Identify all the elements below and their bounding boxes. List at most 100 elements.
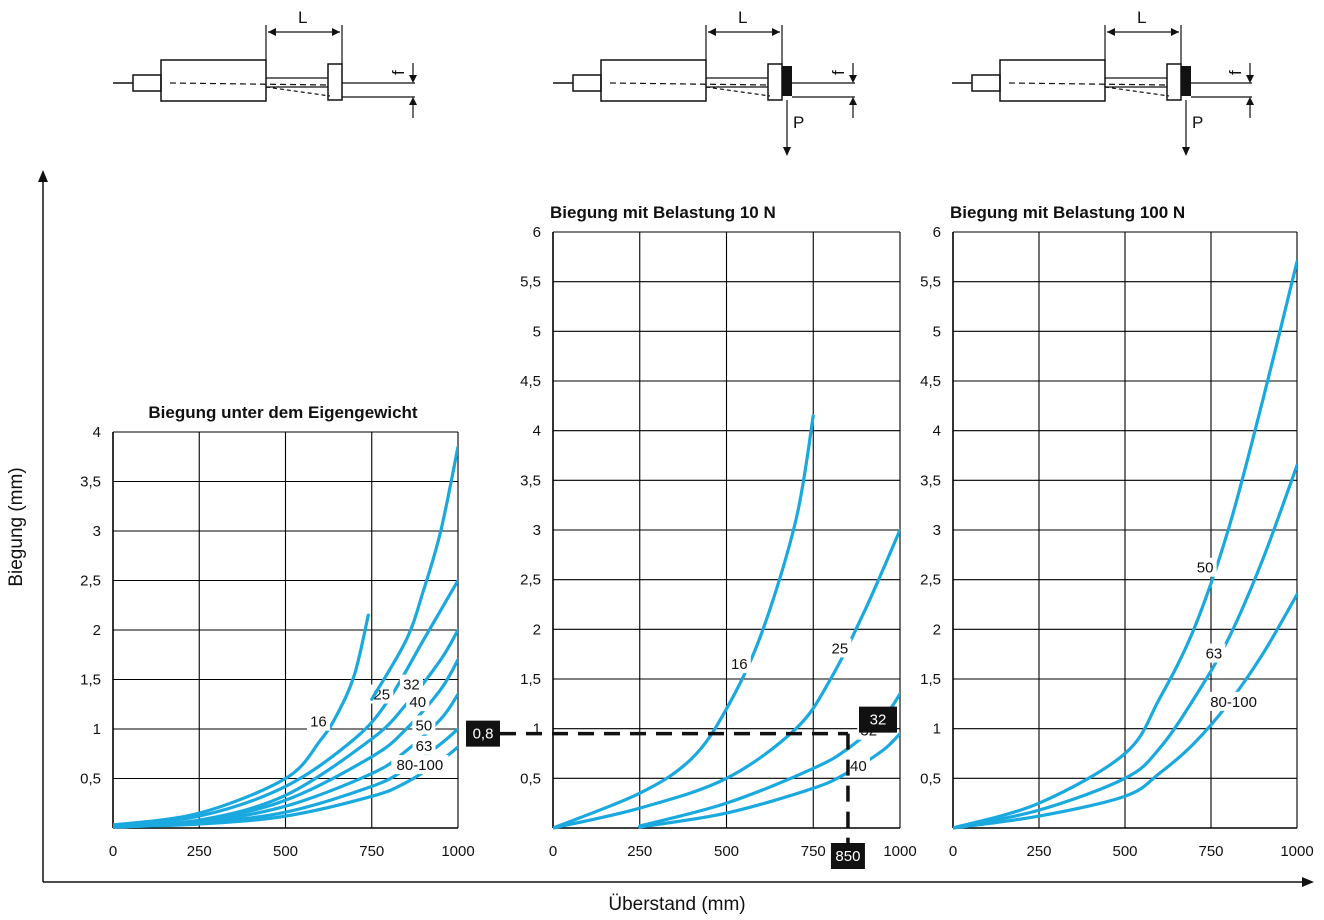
chart-load-10n: Biegung mit Belastung 10 N 0 250 500 750 1000…: [520, 203, 917, 860]
series-label-background: [399, 674, 423, 694]
series-label-background: [391, 755, 449, 775]
y-tick-label: 3: [933, 522, 941, 539]
y-tick-label: 6: [933, 224, 941, 241]
series-line-25: [553, 528, 900, 830]
x-tick-label: 500: [714, 843, 739, 860]
y-tick-label: 1,5: [80, 672, 101, 689]
diagram-load-100n: L f P: [952, 8, 1254, 156]
diagram-2-load-label: P: [793, 113, 804, 132]
x-tick-label: 1000: [441, 843, 474, 860]
series-label-background: [406, 692, 430, 712]
example-x-value-box: [830, 843, 865, 869]
series-label-background: [727, 654, 751, 674]
series-line-25: [113, 578, 458, 827]
x-tick-label: 1000: [1280, 843, 1313, 860]
series-label: 40: [850, 758, 867, 775]
series-line-16: [113, 613, 370, 827]
example-series-label: 32: [870, 712, 887, 729]
y-tick-label: 4: [533, 423, 541, 440]
y-tick-label: 2: [93, 622, 101, 639]
y-tick-label: 1: [933, 721, 941, 738]
series-label: 25: [832, 640, 849, 657]
y-tick-label: 0,5: [520, 770, 541, 787]
series-label: 16: [310, 714, 327, 731]
series-label-background: [846, 755, 870, 775]
y-tick-label: 2: [533, 621, 541, 638]
y-tick-label: 3,5: [80, 474, 101, 491]
diagram-2-length-label: L: [738, 8, 747, 27]
y-tick-label: 4,5: [920, 373, 941, 390]
y-tick-label: 3: [533, 522, 541, 539]
y-tick-label: 3,5: [920, 472, 941, 489]
example-y-value: 0,8: [473, 726, 494, 743]
y-tick-label: 0,5: [920, 770, 941, 787]
series-line-50: [953, 260, 1297, 830]
y-tick-label: 5: [933, 323, 941, 340]
x-tick-label: 750: [359, 843, 384, 860]
series-label-background: [1193, 557, 1217, 577]
series-line-63: [953, 463, 1297, 830]
y-tick-label: 2: [933, 621, 941, 638]
x-tick-label: 750: [801, 843, 826, 860]
y-tick-label: 5,5: [920, 274, 941, 291]
series-label: 80-100: [396, 757, 443, 774]
example-reading: 0,8 32 850: [466, 706, 897, 869]
series-label-background: [306, 711, 330, 731]
series-line-unlabeled: [370, 445, 458, 701]
series-label-background: [1205, 691, 1263, 711]
series-label-background: [412, 735, 436, 755]
diagram-2-deflection-label: f: [829, 70, 848, 75]
series-line-16: [553, 414, 815, 830]
x-tick-label: 0: [549, 843, 557, 860]
y-tick-label: 4: [93, 424, 101, 441]
series-label: 63: [1206, 646, 1223, 663]
diagram-load-10n: L f P: [553, 8, 857, 156]
x-axis-label: Überstand (mm): [608, 894, 745, 915]
x-tick-label: 500: [1112, 843, 1137, 860]
diagram-3-deflection-label: f: [1226, 70, 1245, 75]
y-tick-label: 5,5: [520, 274, 541, 291]
example-x-value: 850: [835, 848, 860, 865]
y-tick-label: 3,5: [520, 472, 541, 489]
y-axis-label: Biegung (mm): [6, 467, 27, 586]
diagram-self-weight: L f: [113, 8, 417, 118]
series-label: 50: [1197, 560, 1214, 577]
y-tick-label: 1: [533, 721, 541, 738]
x-tick-label: 250: [627, 843, 652, 860]
series-label: 40: [409, 694, 426, 711]
series-label: 63: [416, 738, 433, 755]
y-tick-label: 5: [533, 323, 541, 340]
series-label: 50: [416, 717, 433, 734]
example-series-box: [859, 706, 897, 733]
series-label-background: [1202, 643, 1226, 663]
x-tick-label: 250: [1026, 843, 1051, 860]
y-tick-label: 1,5: [920, 671, 941, 688]
x-tick-label: 250: [187, 843, 212, 860]
diagram-3-length-label: L: [1137, 8, 1146, 27]
series-label-background: [412, 715, 436, 735]
series-label: 16: [731, 656, 748, 673]
y-tick-label: 1: [93, 721, 101, 738]
series-label-background: [828, 638, 852, 658]
series-line-80-100: [953, 592, 1297, 830]
x-tick-label: 1000: [883, 843, 916, 860]
series-label: 80-100: [1210, 694, 1257, 711]
diagram-3-load-label: P: [1192, 113, 1203, 132]
y-tick-label: 2,5: [920, 572, 941, 589]
x-tick-label: 0: [949, 843, 957, 860]
y-tick-label: 0,5: [80, 771, 101, 788]
y-tick-label: 6: [533, 224, 541, 241]
series-line-40: [638, 732, 900, 829]
y-tick-label: 4,5: [520, 373, 541, 390]
diagram-1-length-label: L: [298, 8, 307, 27]
series-label: 32: [403, 677, 420, 694]
x-tick-label: 750: [1198, 843, 1223, 860]
x-tick-label: 500: [273, 843, 298, 860]
y-tick-label: 3: [93, 523, 101, 540]
chart-title: Biegung mit Belastung 100 N: [950, 203, 1185, 222]
diagram-1-deflection-label: f: [389, 70, 408, 75]
example-y-value-box: [466, 720, 500, 747]
y-tick-label: 1,5: [520, 671, 541, 688]
chart-load-100n: Biegung mit Belastung 100 N0 250 500 750 100…: [920, 203, 1314, 860]
